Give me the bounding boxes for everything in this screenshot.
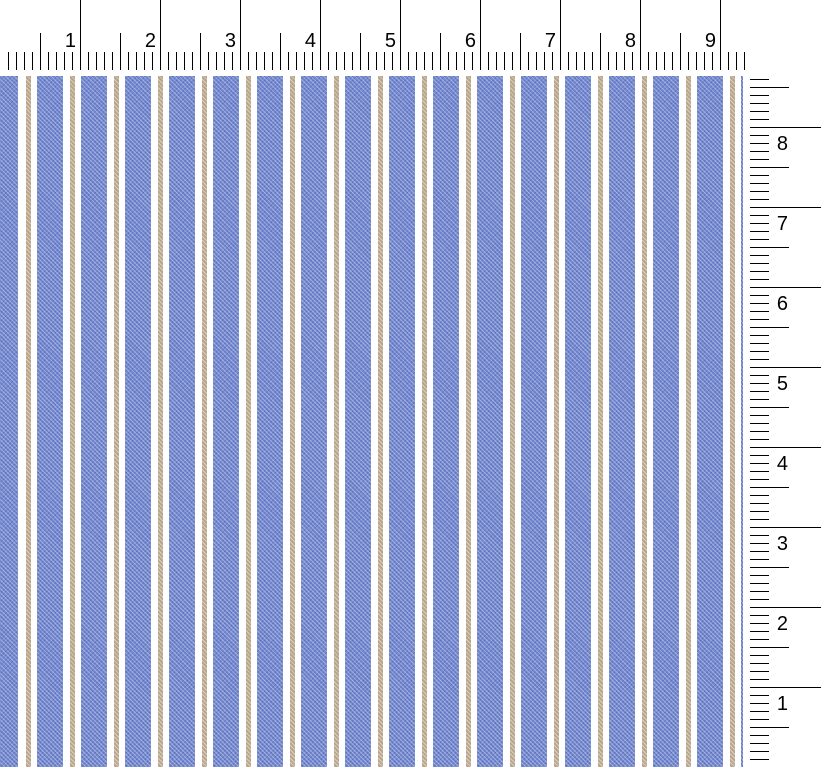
top-ruler-label: 1 <box>65 30 76 52</box>
tan-stripe <box>290 76 295 767</box>
tan-stripe <box>70 76 75 767</box>
blue-stripe <box>389 76 415 767</box>
top-ruler-label: 5 <box>385 30 396 52</box>
right-ruler-label: 8 <box>777 133 788 155</box>
top-ruler-label: 4 <box>305 30 316 52</box>
blue-stripe <box>169 76 195 767</box>
blue-stripe <box>213 76 239 767</box>
fabric-swatch <box>0 76 745 767</box>
right-ruler-label: 3 <box>777 533 788 555</box>
blue-stripe <box>37 76 63 767</box>
top-ruler-label: 3 <box>225 30 236 52</box>
tan-stripe <box>730 76 735 767</box>
blue-stripe <box>433 76 459 767</box>
blue-stripe <box>477 76 503 767</box>
right-ruler-label: 2 <box>777 613 788 635</box>
tan-stripe <box>202 76 207 767</box>
blue-stripe <box>741 76 743 767</box>
right-ruler-label: 1 <box>777 693 788 715</box>
right-ruler-label: 5 <box>777 373 788 395</box>
blue-stripe <box>301 76 327 767</box>
blue-stripe <box>609 76 635 767</box>
top-ruler-label: 2 <box>145 30 156 52</box>
blue-stripe <box>653 76 679 767</box>
blue-stripe <box>81 76 107 767</box>
tan-stripe <box>26 76 31 767</box>
right-ruler-label: 4 <box>777 453 788 475</box>
tan-stripe <box>158 76 163 767</box>
blue-stripe <box>697 76 723 767</box>
blue-stripe <box>257 76 283 767</box>
right-ruler-label: 6 <box>777 293 788 315</box>
blue-stripe <box>0 76 18 767</box>
top-ruler-label: 7 <box>545 30 556 52</box>
tan-stripe <box>466 76 471 767</box>
right-ruler: 1 2 3 4 5 6 7 8 <box>750 79 821 760</box>
tan-stripe <box>114 76 119 767</box>
blue-stripe <box>565 76 591 767</box>
tan-stripe <box>642 76 647 767</box>
blue-stripe <box>125 76 151 767</box>
tan-stripe <box>422 76 427 767</box>
tan-stripe <box>598 76 603 767</box>
tan-stripe <box>246 76 251 767</box>
tan-stripe <box>554 76 559 767</box>
top-ruler-label: 8 <box>625 30 636 52</box>
blue-stripe <box>521 76 547 767</box>
tan-stripe <box>334 76 339 767</box>
tan-stripe <box>510 76 515 767</box>
top-ruler-label: 9 <box>705 30 716 52</box>
tan-stripe <box>378 76 383 767</box>
top-ruler: 1 2 3 4 5 6 7 8 9 <box>8 0 745 70</box>
blue-stripe <box>345 76 371 767</box>
tan-stripe <box>686 76 691 767</box>
right-ruler-label: 7 <box>777 213 788 235</box>
top-ruler-label: 6 <box>465 30 476 52</box>
